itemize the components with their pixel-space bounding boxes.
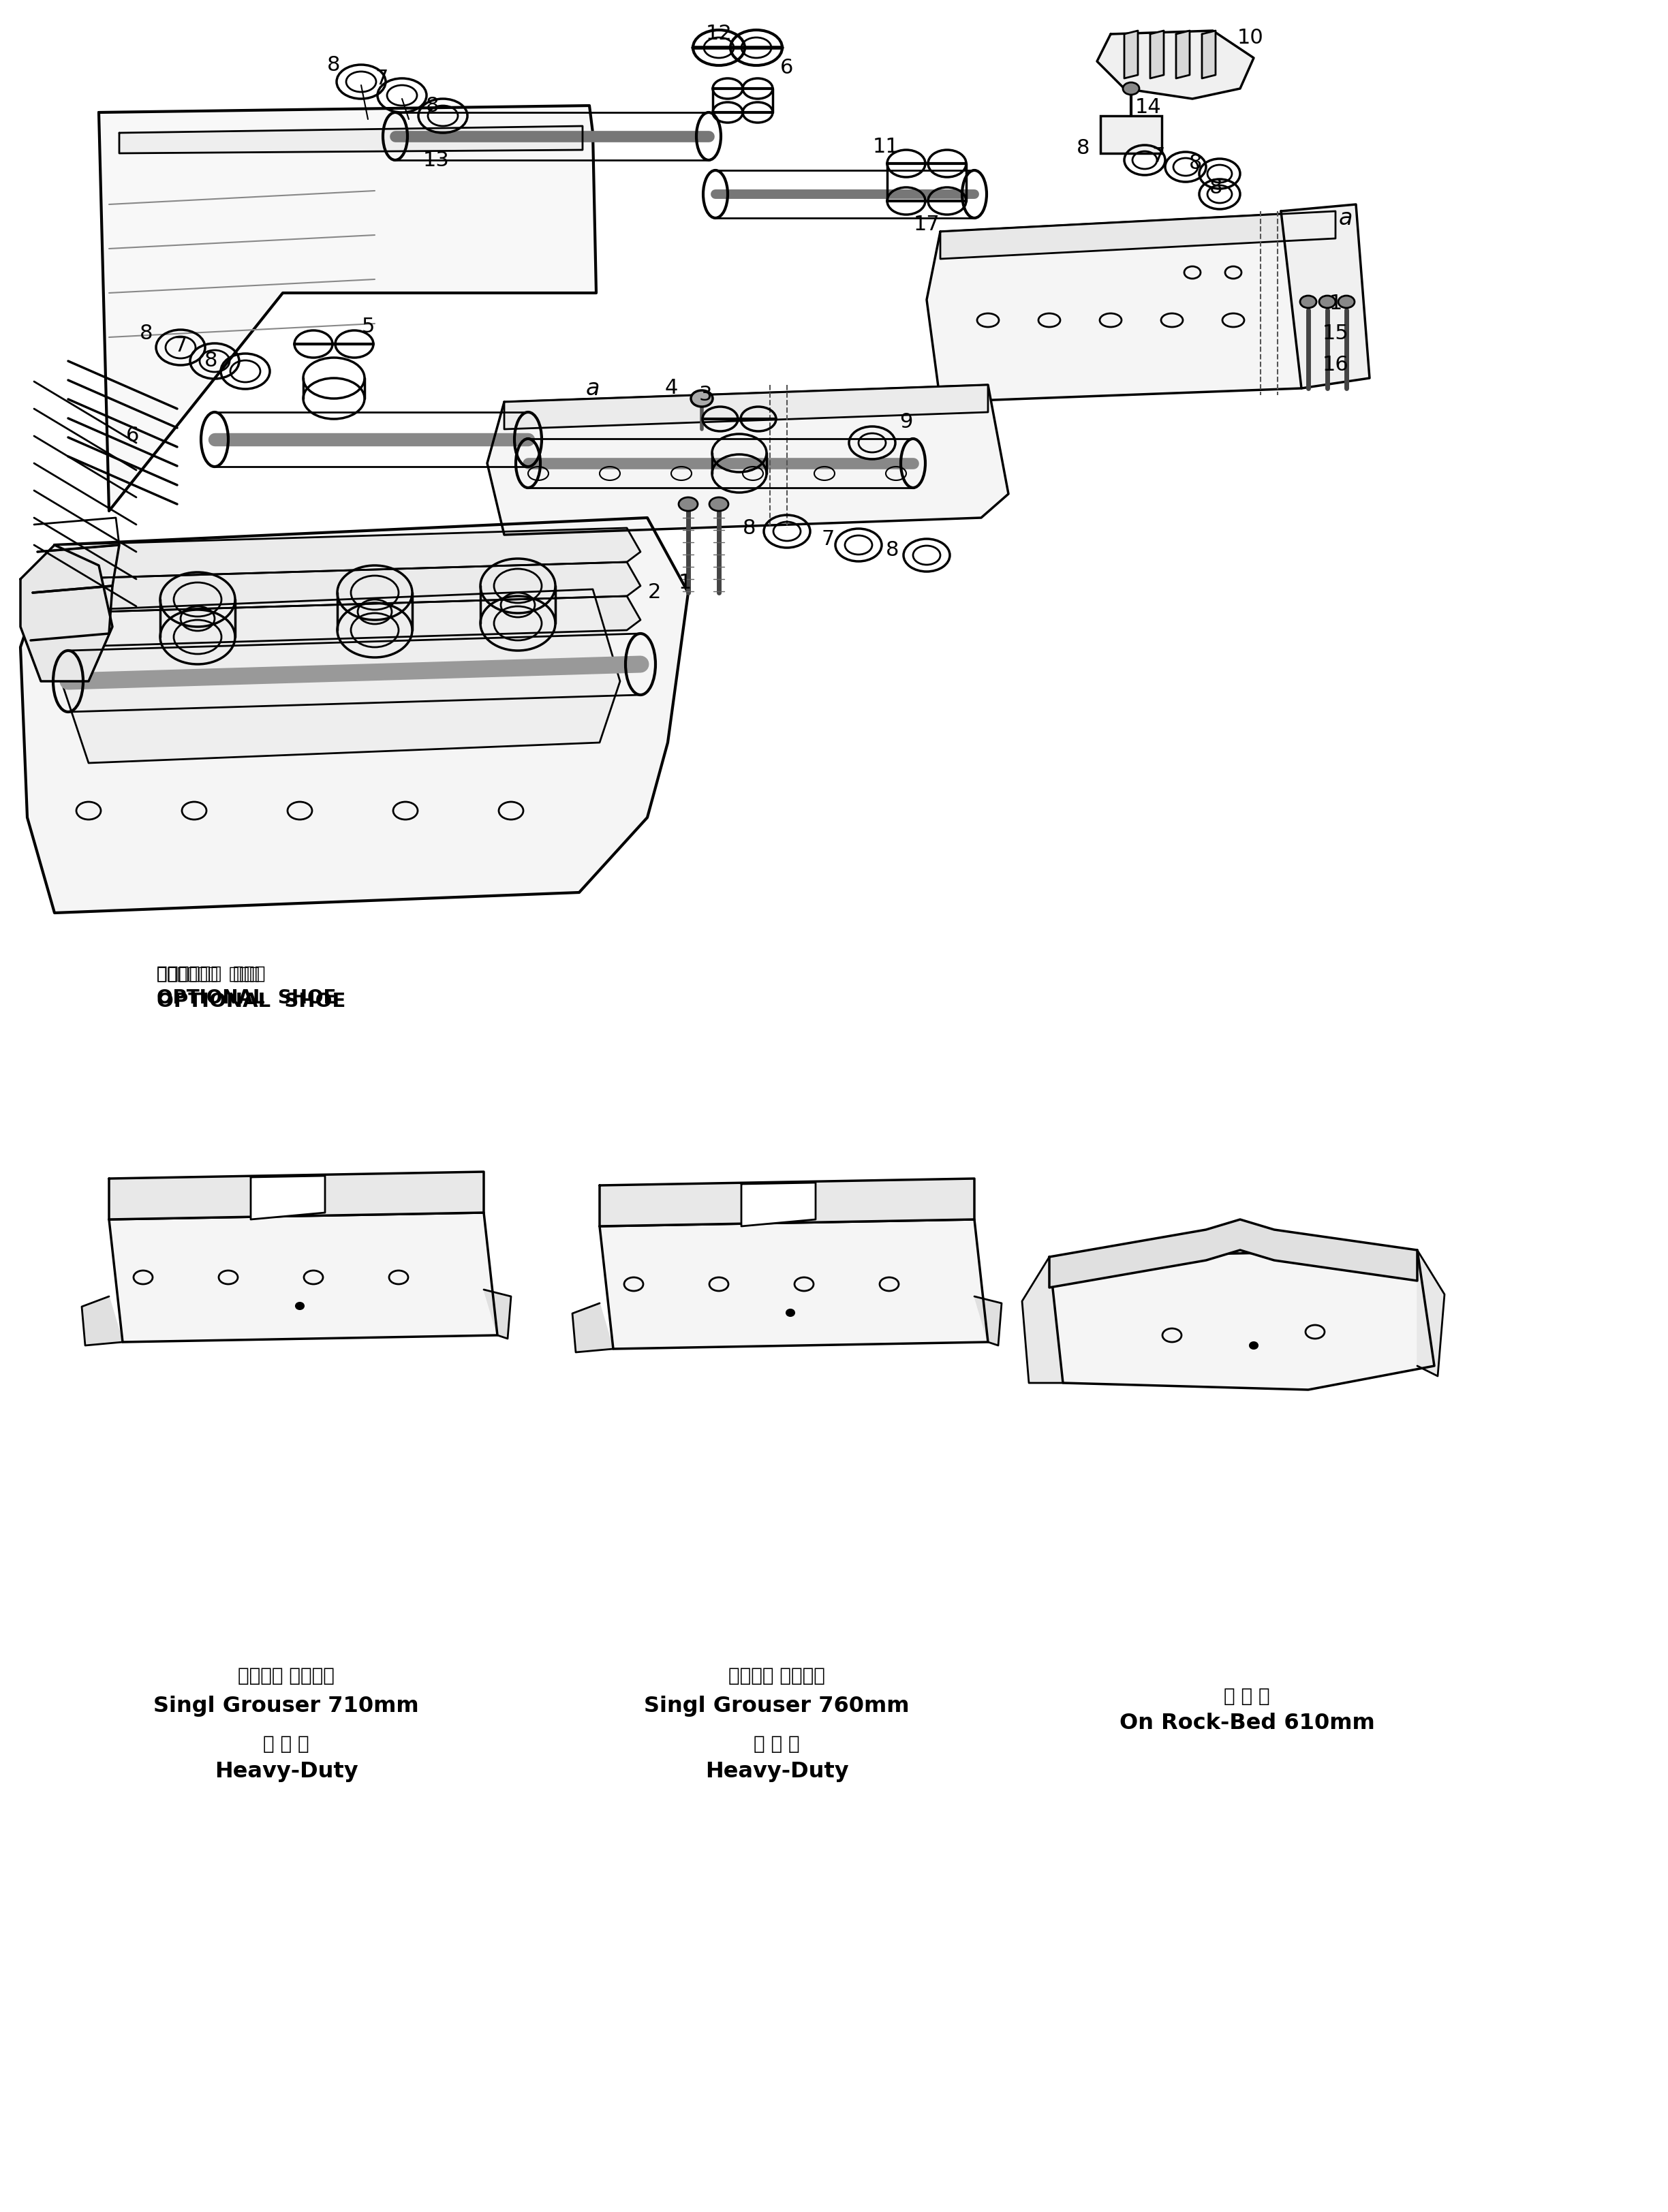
Text: 8: 8 <box>886 540 899 560</box>
Polygon shape <box>1124 31 1138 77</box>
Polygon shape <box>1049 1250 1434 1389</box>
Polygon shape <box>1022 1256 1063 1382</box>
Text: 14: 14 <box>1134 97 1161 117</box>
Text: 7: 7 <box>1151 146 1164 166</box>
Text: シングル グローサ: シングル グローサ <box>729 1666 826 1686</box>
Text: 2: 2 <box>647 582 661 602</box>
Polygon shape <box>974 1296 1001 1345</box>
Polygon shape <box>487 385 1009 535</box>
Polygon shape <box>504 385 987 429</box>
Polygon shape <box>1098 31 1254 100</box>
Text: 11: 11 <box>872 137 899 157</box>
Polygon shape <box>927 210 1356 403</box>
Text: 8: 8 <box>742 518 756 538</box>
Text: 17: 17 <box>914 215 939 234</box>
Text: 強 化 形: 強 化 形 <box>754 1734 799 1754</box>
Text: a: a <box>585 376 600 400</box>
Text: オプショナル  シュー: オプショナル シュー <box>157 967 260 982</box>
Text: 3: 3 <box>699 385 712 405</box>
Text: 5: 5 <box>362 316 375 336</box>
Ellipse shape <box>1249 1343 1258 1349</box>
Polygon shape <box>118 126 582 153</box>
Ellipse shape <box>786 1310 794 1316</box>
Polygon shape <box>1281 204 1369 389</box>
Text: Singl Grouser 710mm: Singl Grouser 710mm <box>153 1697 419 1717</box>
Ellipse shape <box>1319 296 1336 307</box>
Polygon shape <box>1151 31 1164 77</box>
Polygon shape <box>62 588 620 763</box>
Text: 9: 9 <box>899 411 912 431</box>
Polygon shape <box>1203 31 1216 77</box>
Text: 10: 10 <box>1238 27 1264 46</box>
Ellipse shape <box>679 498 697 511</box>
Polygon shape <box>20 518 689 914</box>
Text: 4: 4 <box>664 378 677 398</box>
Polygon shape <box>572 1303 614 1352</box>
Polygon shape <box>1418 1250 1444 1376</box>
Ellipse shape <box>709 498 729 511</box>
Polygon shape <box>42 562 641 613</box>
Ellipse shape <box>1123 82 1139 95</box>
Polygon shape <box>20 544 112 681</box>
Bar <box>1101 115 1161 153</box>
Text: 7: 7 <box>821 529 834 549</box>
Polygon shape <box>98 106 595 511</box>
Ellipse shape <box>691 389 712 407</box>
Text: 1: 1 <box>679 573 691 593</box>
Text: 岩 籤 用: 岩 籤 用 <box>1224 1688 1269 1705</box>
Polygon shape <box>1176 31 1189 77</box>
Polygon shape <box>42 529 641 580</box>
Ellipse shape <box>1299 296 1316 307</box>
Polygon shape <box>741 1183 816 1225</box>
Polygon shape <box>108 1212 497 1343</box>
Text: 8: 8 <box>1189 153 1203 173</box>
Text: 12: 12 <box>706 24 732 44</box>
Text: 7: 7 <box>375 69 389 88</box>
Text: 6: 6 <box>781 58 794 77</box>
Text: 8: 8 <box>1209 177 1223 197</box>
Polygon shape <box>599 1219 987 1349</box>
Text: Heavy-Duty: Heavy-Duty <box>215 1761 359 1783</box>
Text: a: a <box>1339 206 1353 230</box>
Polygon shape <box>82 1296 123 1345</box>
Text: 8: 8 <box>425 95 439 115</box>
Polygon shape <box>484 1290 510 1338</box>
Polygon shape <box>599 1179 974 1225</box>
Ellipse shape <box>295 1303 304 1310</box>
Text: OPTIONAL  SHOE: OPTIONAL SHOE <box>157 989 337 1006</box>
Text: 8: 8 <box>327 55 340 75</box>
Text: 8: 8 <box>1078 139 1089 159</box>
Text: 強 化 形: 強 化 形 <box>264 1734 309 1754</box>
Text: OPTIONAL  SHOE: OPTIONAL SHOE <box>157 991 345 1011</box>
Text: 7: 7 <box>173 336 187 356</box>
Text: Singl Grouser 760mm: Singl Grouser 760mm <box>644 1697 909 1717</box>
Text: 13: 13 <box>422 150 449 170</box>
Text: オプショナル  シュー: オプショナル シュー <box>157 964 265 982</box>
Polygon shape <box>941 210 1336 259</box>
Text: 1: 1 <box>1329 294 1343 314</box>
Text: Heavy-Duty: Heavy-Duty <box>706 1761 849 1783</box>
Ellipse shape <box>1338 296 1354 307</box>
Text: On Rock-Bed 610mm: On Rock-Bed 610mm <box>1119 1712 1374 1734</box>
Text: 8: 8 <box>205 352 219 372</box>
Polygon shape <box>250 1177 325 1219</box>
Text: シングル グローサ: シングル グローサ <box>239 1666 335 1686</box>
Text: 6: 6 <box>127 427 140 447</box>
Text: 15: 15 <box>1323 323 1349 343</box>
Text: 16: 16 <box>1323 354 1349 374</box>
Polygon shape <box>42 595 641 648</box>
Text: 8: 8 <box>140 323 153 343</box>
Polygon shape <box>1049 1219 1418 1287</box>
Polygon shape <box>108 1172 484 1219</box>
